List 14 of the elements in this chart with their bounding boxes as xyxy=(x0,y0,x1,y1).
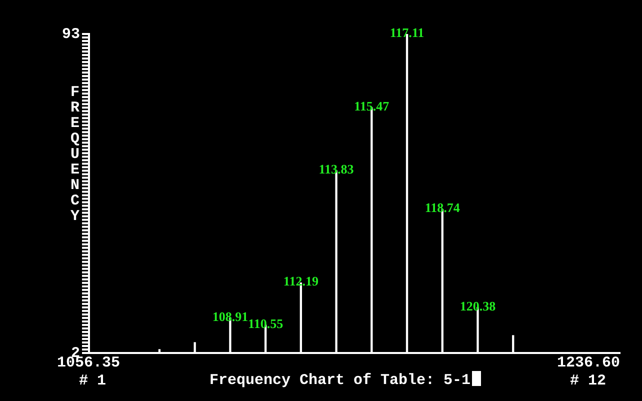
x-tick-label: 115.47 xyxy=(354,98,390,114)
text: FREQUENCY xyxy=(70,84,80,225)
x-tick-label: 117.11 xyxy=(390,24,424,40)
x-tick-label: 112.19 xyxy=(283,274,319,289)
x-tick-label: 113.83 xyxy=(318,162,354,177)
x-tick-label: 118.74 xyxy=(424,200,460,216)
x-tick-label: 108.91 xyxy=(212,308,248,324)
text: # 12 xyxy=(570,372,606,390)
text: # 1 xyxy=(79,372,106,390)
text: 1236.60 xyxy=(556,354,620,372)
text: Frequency Chart of Table: 5-1 xyxy=(209,372,471,389)
x-tick-label: 110.55 xyxy=(248,316,284,331)
x-tick-label: 120.38 xyxy=(460,298,496,314)
y-tick-label: 93 xyxy=(62,26,80,43)
